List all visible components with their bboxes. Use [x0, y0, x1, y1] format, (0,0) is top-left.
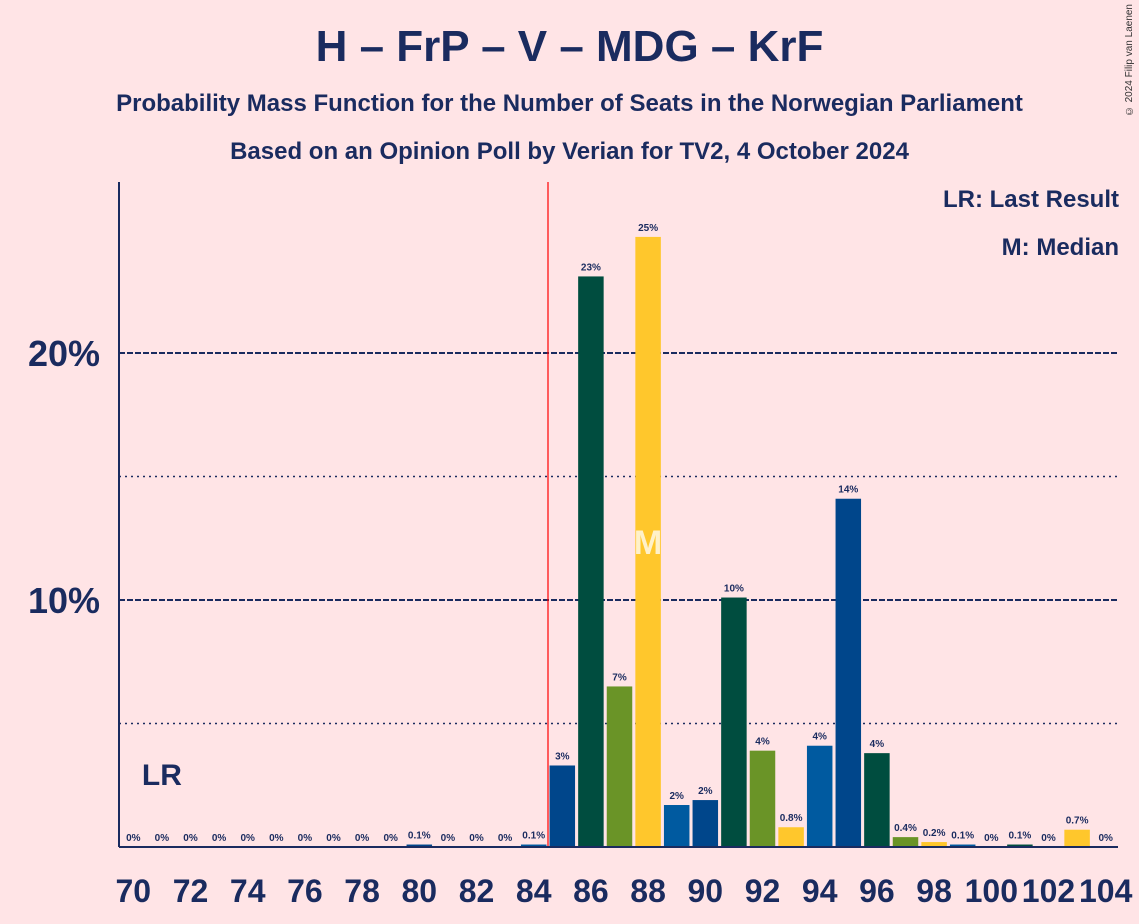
bar-value-label: 2% — [669, 791, 684, 802]
legend-last-result: LR: Last Result — [942, 186, 1119, 213]
bar-seat-85 — [549, 765, 576, 847]
bar-seat-92 — [749, 750, 776, 847]
x-tick-label: 96 — [859, 873, 895, 909]
bar-seat-88 — [635, 236, 661, 847]
bar-seat-94 — [806, 745, 833, 847]
y-tick-label: 20% — [28, 333, 100, 374]
bar-seat-86 — [578, 276, 604, 847]
bar-value-label: 0.1% — [1009, 831, 1032, 842]
bar-value-label: 0.1% — [408, 831, 431, 842]
bar-value-label: 0% — [298, 833, 313, 844]
bar-seat-90 — [692, 800, 719, 847]
bar-value-label: 3% — [555, 751, 570, 762]
chart-title: H – FrP – V – MDG – KrF — [315, 22, 824, 71]
x-tick-label: 84 — [516, 873, 552, 909]
x-tick-label: 90 — [688, 873, 724, 909]
bar-value-label: 0% — [984, 833, 999, 844]
bar-value-label: 0% — [183, 833, 198, 844]
bar-value-label: 4% — [812, 732, 827, 743]
bar-value-label: 0% — [155, 833, 170, 844]
bar-value-label: 0% — [1041, 833, 1056, 844]
bar-seat-89 — [663, 805, 690, 847]
bar-value-label: 7% — [612, 672, 627, 683]
x-tick-label: 82 — [459, 873, 495, 909]
bar-value-label: 0.7% — [1066, 816, 1089, 827]
bar-value-label: 0% — [126, 833, 141, 844]
bar-value-label: 4% — [755, 737, 770, 748]
legend-median: M: Median — [1001, 234, 1119, 261]
bar-value-label: 0% — [269, 833, 284, 844]
bar-value-label: 0% — [469, 833, 484, 844]
bar-value-label: 14% — [838, 485, 858, 496]
x-tick-label: 102 — [1022, 873, 1075, 909]
bar-seat-95 — [835, 498, 862, 847]
bar-seat-87 — [606, 686, 633, 847]
bar-value-label: 10% — [724, 584, 744, 595]
bar-seat-84 — [520, 844, 547, 847]
bar-value-label: 0% — [441, 833, 456, 844]
bar-seat-103 — [1064, 829, 1090, 847]
bar-value-label: 0% — [383, 833, 398, 844]
y-tick-label: 10% — [28, 580, 100, 621]
bar-seat-91 — [721, 597, 747, 847]
x-tick-label: 92 — [745, 873, 781, 909]
x-tick-label: 72 — [173, 873, 209, 909]
bar-value-label: 25% — [638, 223, 658, 234]
bar-value-label: 0% — [240, 833, 255, 844]
x-tick-label: 100 — [965, 873, 1018, 909]
bar-seat-93 — [778, 827, 804, 847]
bar-value-label: 0.8% — [780, 813, 803, 824]
x-tick-label: 104 — [1079, 873, 1133, 909]
x-tick-label: 98 — [916, 873, 952, 909]
x-tick-label: 74 — [230, 873, 266, 909]
bar-seat-97 — [892, 837, 919, 847]
bar-seat-96 — [864, 753, 890, 847]
x-tick-label: 70 — [116, 873, 152, 909]
bar-seat-98 — [921, 842, 947, 847]
bar-value-label: 0% — [212, 833, 227, 844]
bar-value-label: 0.1% — [951, 831, 974, 842]
bar-value-label: 0.4% — [894, 823, 917, 834]
chart-subtitle: Probability Mass Function for the Number… — [116, 90, 1023, 117]
bar-value-label: 0.2% — [923, 828, 946, 839]
x-tick-label: 78 — [344, 873, 380, 909]
bar-seat-101 — [1007, 844, 1033, 847]
bar-value-label: 0% — [326, 833, 341, 844]
bar-value-label: 0% — [1098, 833, 1113, 844]
bar-value-label: 0.1% — [522, 831, 545, 842]
bar-value-label: 2% — [698, 786, 713, 797]
bar-value-label: 23% — [581, 262, 601, 273]
bar-value-label: 4% — [870, 739, 885, 750]
bar-value-label: 0% — [498, 833, 513, 844]
x-tick-label: 88 — [630, 873, 666, 909]
x-tick-label: 80 — [402, 873, 438, 909]
median-marker: M — [634, 524, 662, 562]
last-result-marker: LR — [142, 759, 182, 792]
x-tick-label: 86 — [573, 873, 609, 909]
x-tick-label: 76 — [287, 873, 323, 909]
bar-value-label: 0% — [355, 833, 370, 844]
x-tick-label: 94 — [802, 873, 838, 909]
chart-subtitle-poll: Based on an Opinion Poll by Verian for T… — [230, 138, 909, 165]
bar-seat-80 — [406, 844, 433, 847]
bar-seat-99 — [949, 844, 976, 847]
